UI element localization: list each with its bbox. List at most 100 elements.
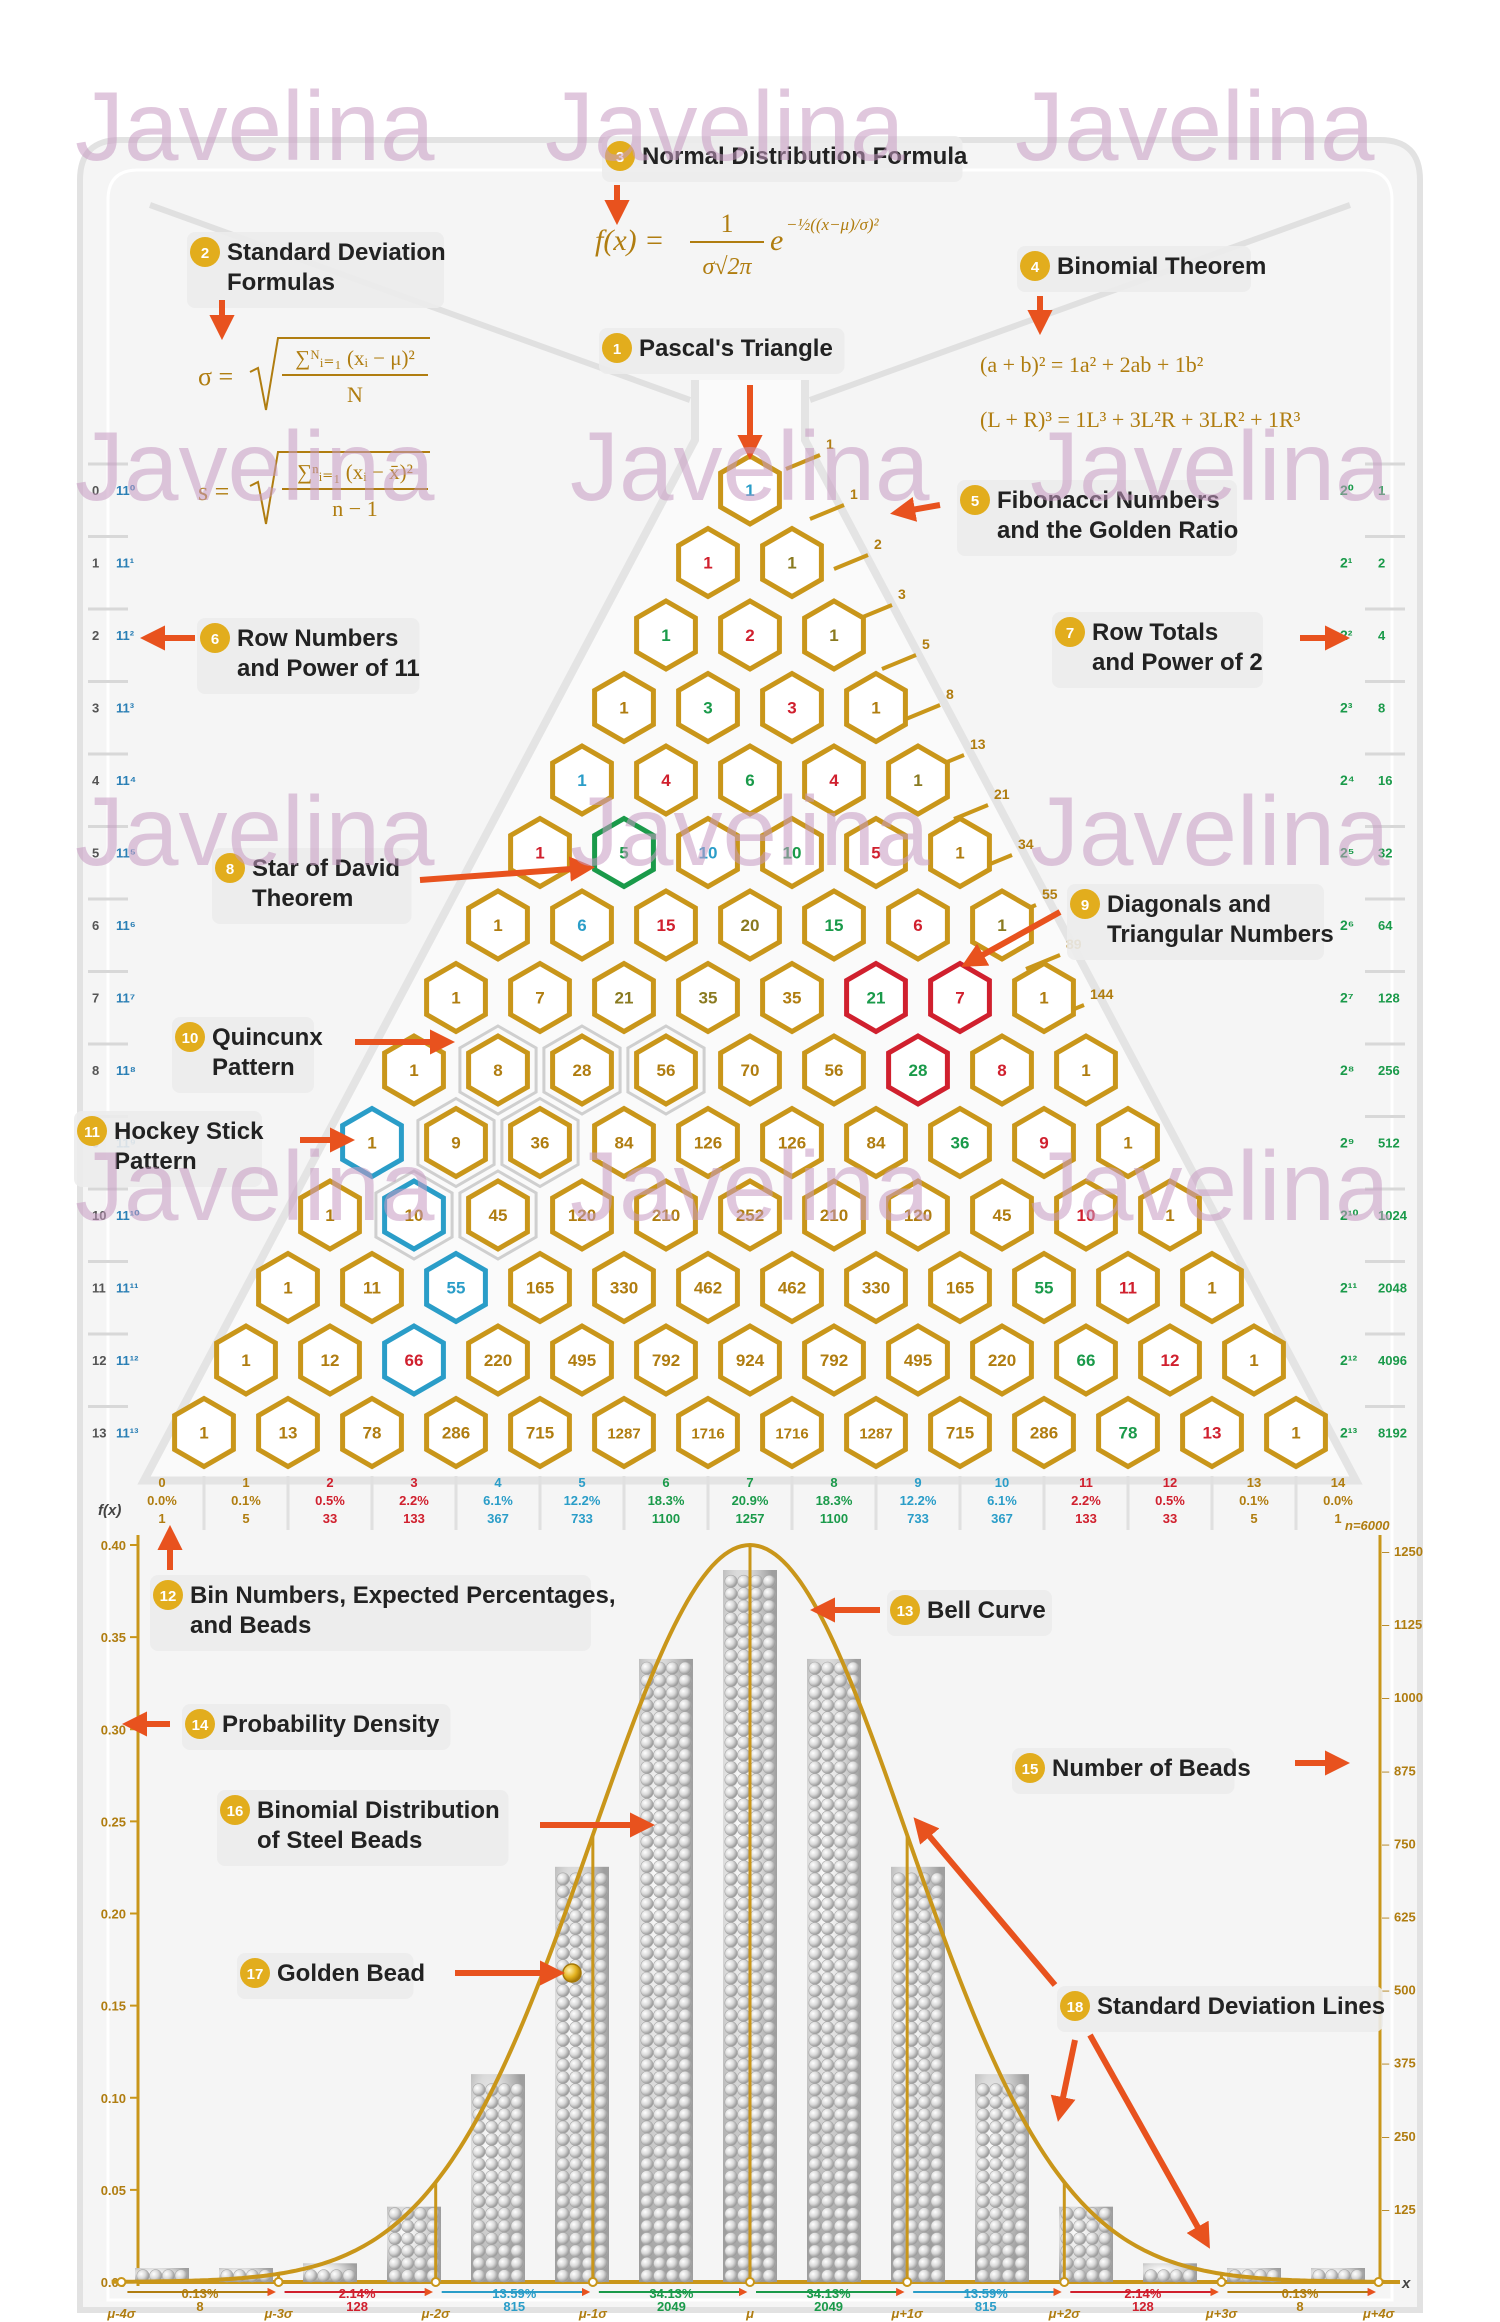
bead (917, 1959, 931, 1973)
pascal-cell-value: 10 (405, 1206, 424, 1225)
bead (640, 2046, 654, 2060)
bead (653, 1984, 667, 1998)
bead (808, 1872, 822, 1886)
pascal-cell: 165 (508, 1250, 572, 1325)
bead (821, 1959, 835, 1973)
bead (833, 2046, 847, 2060)
bin-percentage: 18.3% (648, 1493, 685, 1508)
pascal-cell-value: 10 (1077, 1206, 1096, 1225)
bead (640, 2083, 654, 2097)
pascal-cell-hexagon (424, 1395, 488, 1470)
bead (485, 2170, 499, 2184)
sigma-label: μ-4σ (106, 2306, 136, 2321)
pascal-cell-hexagon (802, 598, 866, 672)
bead (472, 2207, 486, 2221)
bead (808, 1798, 822, 1812)
bin-number: 12 (1163, 1475, 1177, 1490)
bead (737, 1872, 751, 1886)
bead (846, 2095, 860, 2109)
bead (653, 2021, 667, 2035)
bead (846, 2269, 860, 2283)
bead (665, 1922, 679, 1936)
bead (569, 2194, 583, 2208)
pascal-cell-value: 3 (703, 699, 712, 718)
bead (472, 2132, 486, 2146)
bead (762, 1922, 776, 1936)
bead (749, 2157, 763, 2171)
bead (989, 2207, 1003, 2221)
bead (917, 2145, 931, 2159)
pascal-cell: 1 (1264, 1395, 1328, 1470)
bead (665, 1959, 679, 1973)
bin-number: 13 (1247, 1475, 1261, 1490)
bead (892, 1984, 906, 1998)
bead (737, 2083, 751, 2097)
pascal-cell: 1 (886, 743, 950, 817)
bead (510, 2095, 524, 2109)
bead (1073, 2219, 1087, 2233)
bead (1001, 2145, 1015, 2159)
bead (1001, 2170, 1015, 2184)
bead (724, 2232, 738, 2246)
bead (678, 1909, 692, 1923)
bead (594, 2083, 608, 2097)
row-total: 4096 (1378, 1353, 1407, 1368)
bead (821, 2132, 835, 2146)
bead (485, 2207, 499, 2221)
bead (917, 1934, 931, 1948)
bead (846, 2219, 860, 2233)
bead (594, 2120, 608, 2134)
bead (833, 1984, 847, 1998)
row-power-of-2: 2¹ (1340, 555, 1353, 571)
bead (556, 2194, 570, 2208)
bead (762, 1748, 776, 1762)
bead (930, 2194, 944, 2208)
bead (665, 1971, 679, 1985)
watermark-text: Javelina (570, 411, 930, 521)
bead (510, 2269, 524, 2283)
bead (846, 1711, 860, 1725)
bead (833, 2021, 847, 2035)
bead (1098, 2244, 1112, 2258)
pascal-cell: 84 (592, 1105, 656, 1180)
pascal-cell: 13 (1180, 1395, 1244, 1470)
normal-formula-lhs: f(x) = (595, 224, 664, 257)
bead (569, 2232, 583, 2246)
bead (556, 2207, 570, 2221)
pascal-cell-value: 1 (1123, 1134, 1132, 1153)
pascal-cell: 12 (298, 1323, 362, 1397)
callout-box (599, 328, 845, 374)
svg-text:–: – (1382, 1763, 1392, 1778)
pascal-cell-hexagon (1012, 1105, 1076, 1180)
bead (653, 2033, 667, 2047)
right-tick-label: 875 (1394, 1763, 1416, 1778)
bead (749, 2256, 763, 2270)
bead (426, 2244, 440, 2258)
pascal-cell: 1 (1096, 1105, 1160, 1180)
bead (388, 2256, 402, 2270)
bead (653, 1934, 667, 1948)
row-power-of-11: 11⁴ (116, 773, 136, 788)
callout-text: Number of Beads (1052, 1755, 1251, 1782)
bead (821, 2058, 835, 2072)
bead (640, 2170, 654, 2184)
sample-sd-formula-denominator: n − 1 (332, 496, 377, 521)
callout-text: and the Golden Ratio (997, 517, 1238, 544)
sd-marker (745, 2277, 755, 2287)
pascal-cell-value: 6 (913, 916, 922, 935)
bead (556, 1884, 570, 1898)
bead (724, 2008, 738, 2022)
bead (653, 1946, 667, 1960)
pascal-cell-hexagon (676, 670, 740, 745)
bead (833, 2108, 847, 2122)
bead (892, 2194, 906, 2208)
pascal-cell-hexagon (634, 888, 698, 962)
bead (749, 2095, 763, 2109)
bead (640, 1711, 654, 1725)
pascal-cell: 1 (676, 525, 740, 600)
bead (762, 2046, 776, 2060)
bead (762, 1835, 776, 1849)
bead (808, 1835, 822, 1849)
